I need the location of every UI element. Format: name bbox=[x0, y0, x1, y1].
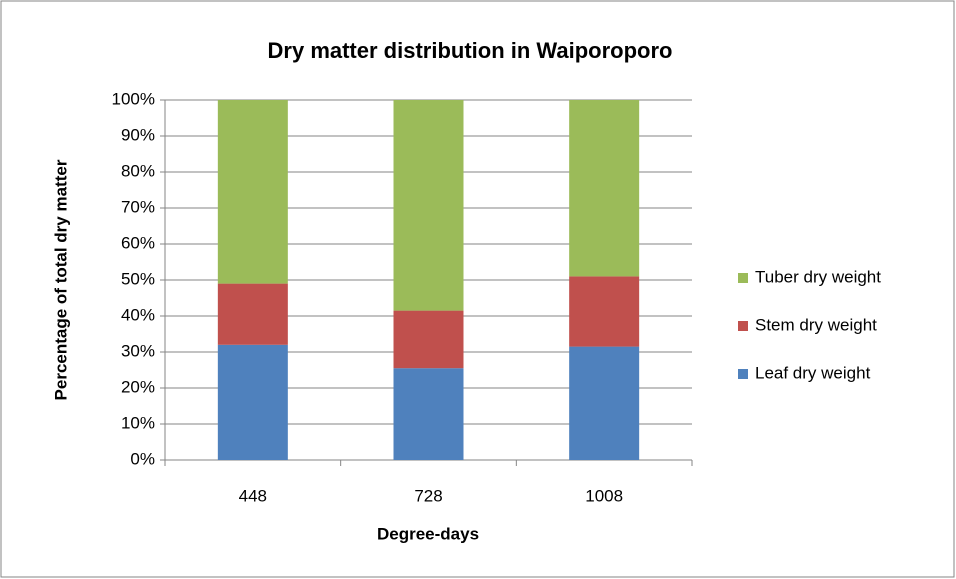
bar-segment bbox=[217, 344, 288, 460]
y-tick-label: 50% bbox=[121, 269, 155, 288]
legend-label: Leaf dry weight bbox=[755, 363, 871, 382]
x-tick-label: 1008 bbox=[585, 486, 623, 505]
y-tick-label: 10% bbox=[121, 413, 155, 432]
y-tick-label: 70% bbox=[121, 197, 155, 216]
legend-label: Tuber dry weight bbox=[755, 267, 881, 286]
bar-segment bbox=[569, 346, 640, 460]
x-tick-label: 728 bbox=[414, 486, 442, 505]
bar-segment bbox=[217, 100, 288, 284]
bar-segment bbox=[217, 283, 288, 345]
y-tick-label: 40% bbox=[121, 305, 155, 324]
bar-segment bbox=[393, 310, 464, 369]
y-tick-label: 90% bbox=[121, 125, 155, 144]
x-axis-title: Degree-days bbox=[377, 524, 479, 543]
y-tick-label: 30% bbox=[121, 341, 155, 360]
y-tick-label: 0% bbox=[130, 449, 155, 468]
legend-swatch bbox=[738, 321, 748, 331]
chart-title: Dry matter distribution in Waiporoporo bbox=[268, 38, 673, 63]
legend-swatch bbox=[738, 369, 748, 379]
legend-label: Stem dry weight bbox=[755, 315, 877, 334]
bar-segment bbox=[569, 276, 640, 347]
y-tick-label: 80% bbox=[121, 161, 155, 180]
y-tick-label: 100% bbox=[112, 89, 155, 108]
bar-segment bbox=[569, 100, 640, 277]
legend-swatch bbox=[738, 273, 748, 283]
x-tick-label: 448 bbox=[239, 486, 267, 505]
y-tick-label: 60% bbox=[121, 233, 155, 252]
bar-segment bbox=[393, 100, 464, 311]
y-tick-label: 20% bbox=[121, 377, 155, 396]
y-axis-title: Percentage of total dry matter bbox=[51, 159, 70, 400]
bar-segment bbox=[393, 368, 464, 460]
